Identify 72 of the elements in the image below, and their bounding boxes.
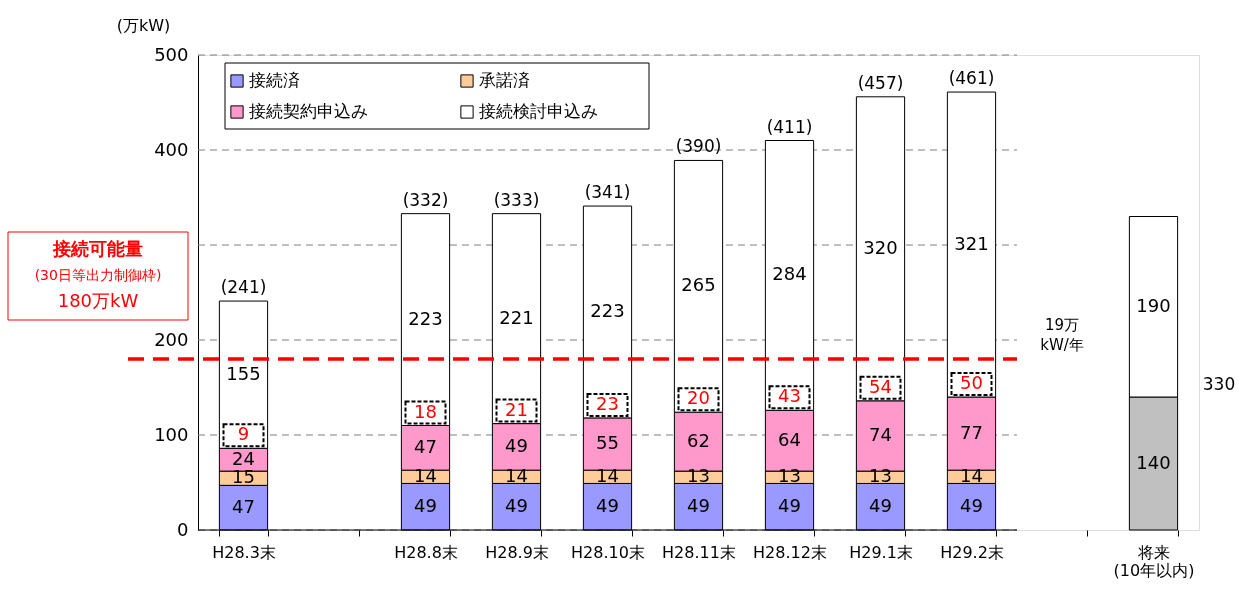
data-label: 13 xyxy=(869,465,892,487)
data-label: 49 xyxy=(778,494,801,516)
data-label: 55 xyxy=(596,432,619,454)
annotation: 20 xyxy=(687,387,710,409)
x-tick-label: H28.9末 xyxy=(485,542,549,562)
data-label: 321 xyxy=(954,232,989,254)
data-label: 49 xyxy=(869,494,892,516)
data-label: 24 xyxy=(232,447,255,469)
data-label: 14 xyxy=(505,464,528,486)
data-label: 14 xyxy=(960,464,983,486)
x-tick-label: H28.3末 xyxy=(212,542,276,562)
data-label: 47 xyxy=(414,435,437,457)
x-tick-label: H28.10末 xyxy=(571,542,645,562)
total-label: (411) xyxy=(766,116,813,137)
data-label: 155 xyxy=(226,362,261,384)
data-label: 140 xyxy=(1136,451,1171,473)
x-tick-label: H29.1末 xyxy=(849,542,913,562)
y-tick-label: 500 xyxy=(154,43,189,65)
x-tick-label: H29.2末 xyxy=(940,542,1004,562)
y-tick-label: 200 xyxy=(154,328,189,350)
text: 330 xyxy=(1202,374,1236,394)
data-label: 64 xyxy=(778,428,801,450)
y-axis-title: (万kW) xyxy=(116,15,171,35)
data-label: 49 xyxy=(505,494,528,516)
legend-label: 接続検討申込み xyxy=(479,101,598,121)
legend-label: 承諾済 xyxy=(479,70,530,90)
data-label: 284 xyxy=(772,263,807,285)
data-label: 49 xyxy=(414,494,437,516)
annotation: 18 xyxy=(414,400,437,422)
data-label: 49 xyxy=(687,494,710,516)
data-label: 223 xyxy=(408,307,443,329)
y-tick-label: 400 xyxy=(154,138,189,160)
data-label: 62 xyxy=(687,429,710,451)
data-label: 14 xyxy=(414,464,437,486)
ref-line-label: 接続可能量 (30日等出力制御枠) 180万kW xyxy=(34,238,162,311)
total-label: (341) xyxy=(584,182,631,203)
annotation: 19万 kW/年 xyxy=(1040,316,1084,354)
data-label: 221 xyxy=(499,306,534,328)
y-tick-label: 100 xyxy=(154,423,189,445)
annotation: 23 xyxy=(596,392,619,414)
x-tick-label: H28.8末 xyxy=(394,542,458,562)
x-tick-label: 将来 (10年以内) xyxy=(1113,542,1195,580)
data-label: 77 xyxy=(960,421,983,443)
annotation: 9 xyxy=(237,423,250,445)
total-label: (457) xyxy=(857,72,904,93)
x-tick-label: H28.11末 xyxy=(662,542,736,562)
annotation: 43 xyxy=(778,385,801,407)
data-label: 74 xyxy=(869,423,892,445)
total-label: (332) xyxy=(402,189,449,210)
data-label: 49 xyxy=(960,494,983,516)
data-label: 13 xyxy=(778,465,801,487)
data-label: 320 xyxy=(863,236,898,258)
data-label: 15 xyxy=(232,466,255,488)
data-label: 265 xyxy=(681,274,716,296)
data-label: 190 xyxy=(1136,294,1171,316)
total-label: (241) xyxy=(220,277,267,298)
annotation: 21 xyxy=(505,398,528,420)
y-tick-label: 0 xyxy=(177,518,189,540)
legend-label: 接続契約申込み xyxy=(249,101,368,121)
data-label: 223 xyxy=(590,299,625,321)
total-label: (333) xyxy=(493,189,540,210)
annotation: 50 xyxy=(960,372,983,393)
data-label: 13 xyxy=(687,465,710,487)
data-label: 49 xyxy=(596,494,619,516)
total-label: (390) xyxy=(675,136,722,157)
x-tick-label: H28.12末 xyxy=(753,542,827,562)
data-label: 14 xyxy=(596,464,619,486)
total-label: (461) xyxy=(948,68,995,89)
data-label: 47 xyxy=(232,495,255,517)
data-label: 49 xyxy=(505,434,528,456)
legend-label: 接続済 xyxy=(249,70,300,90)
annotation: 54 xyxy=(869,375,892,397)
